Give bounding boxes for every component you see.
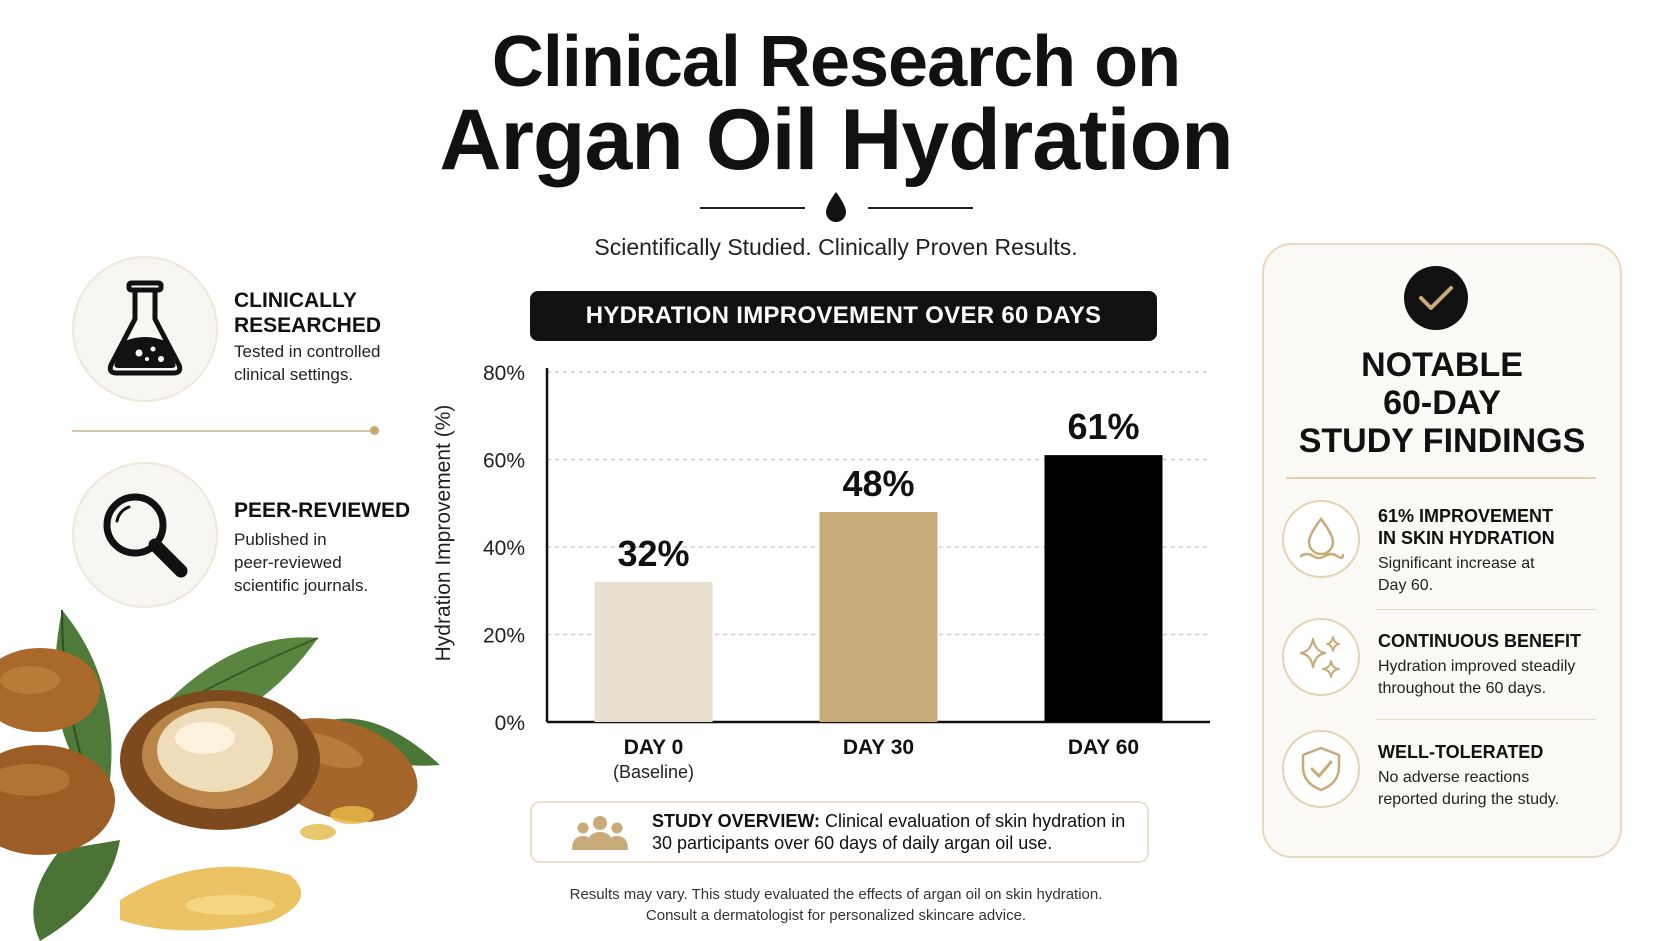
- feature-circle-clinical: [72, 256, 218, 402]
- finding-separator: [1376, 609, 1596, 610]
- finding-separator: [1376, 719, 1596, 720]
- water-drop-icon: [1299, 516, 1344, 560]
- study-overview-box: [530, 801, 1149, 863]
- magnifier-icon: [103, 493, 188, 578]
- checkmark-badge: [1404, 266, 1468, 330]
- y-tick-label: 80%: [483, 362, 525, 385]
- finding-desc-tolerated: No adverse reactions reported during the…: [1378, 769, 1560, 808]
- findings-panel-title: NOTABLE 60-DAY STUDY FINDINGS: [1298, 346, 1586, 460]
- y-tick-label: 0%: [495, 712, 525, 735]
- finding-title-continuous: CONTINUOUS BENEFIT: [1378, 631, 1582, 651]
- y-axis-title: Hydration Improvement (%): [432, 405, 455, 662]
- sparkle-icon: [1299, 636, 1340, 678]
- left-divider: [72, 430, 372, 432]
- finding-circle-tolerated: [1282, 730, 1360, 808]
- bar-day-60: [1044, 455, 1163, 722]
- left-divider-dot: [370, 426, 379, 435]
- footnote-line-1: Results may vary. This study evaluated t…: [569, 886, 1103, 903]
- x-tick-label: DAY 30: [843, 736, 914, 759]
- page-title-line-1: Clinical Research on: [491, 22, 1181, 102]
- finding-circle-hydration: [1282, 500, 1360, 578]
- data-label: 32%: [617, 533, 689, 574]
- drop-icon: [826, 192, 846, 222]
- findings-panel-rule: [1286, 477, 1596, 479]
- y-tick-label: 40%: [483, 537, 525, 560]
- finding-desc-continuous: Hydration improved steadily throughout t…: [1378, 658, 1576, 697]
- finding-title-hydration: 61% IMPROVEMENT IN SKIN HYDRATION: [1378, 506, 1555, 548]
- footnote: Results may vary. This study evaluated t…: [0, 884, 1672, 926]
- argan-nuts-illustration: [0, 609, 440, 941]
- data-label: 48%: [842, 463, 914, 504]
- feature-desc-clinical: Tested in controlled clinical settings.: [234, 342, 381, 384]
- y-tick-label: 60%: [483, 450, 525, 473]
- x-tick-sublabel: (Baseline): [613, 762, 694, 782]
- chart-banner: HYDRATION IMPROVEMENT OVER 60 DAYS: [530, 291, 1157, 341]
- page-subtitle: Scientifically Studied. Clinically Prove…: [594, 234, 1078, 260]
- data-label: 61%: [1067, 406, 1139, 447]
- feature-title-peer: PEER-REVIEWED: [234, 499, 411, 522]
- bar-day-0: [594, 582, 713, 722]
- checkmark-icon: [1419, 286, 1453, 310]
- study-overview-label: STUDY OVERVIEW:: [652, 811, 821, 831]
- hydration-bar-chart: Hydration Improvement (%) 0% 20% 40% 60% 80%…: [432, 362, 1210, 782]
- page-title-line-2: Argan Oil Hydration: [439, 92, 1233, 188]
- flask-icon: [107, 280, 183, 376]
- feature-circle-peer: [72, 462, 218, 608]
- title-divider-left: [700, 207, 805, 209]
- study-overview-text: STUDY OVERVIEW: Clinical evaluation of s…: [652, 810, 1132, 854]
- study-overview-body: Clinical evaluation of skin hydration in…: [652, 811, 1126, 853]
- x-tick-label: DAY 0: [624, 736, 684, 759]
- bar-day-30: [819, 512, 938, 722]
- title-divider-right: [868, 207, 973, 209]
- finding-circle-continuous: [1282, 618, 1360, 696]
- y-tick-label: 20%: [483, 625, 525, 648]
- finding-title-tolerated: WELL-TOLERATED: [1378, 742, 1544, 762]
- shield-check-icon: [1301, 746, 1341, 792]
- people-icon: [572, 816, 628, 850]
- feature-desc-peer: Published in peer-reviewed scientific jo…: [234, 530, 369, 595]
- finding-desc-hydration: Significant increase at Day 60.: [1378, 555, 1535, 594]
- feature-title-clinical: CLINICALLY RESEARCHED: [234, 289, 382, 337]
- x-tick-label: DAY 60: [1068, 736, 1139, 759]
- footnote-line-2: Consult a dermatologist for personalized…: [645, 907, 1027, 924]
